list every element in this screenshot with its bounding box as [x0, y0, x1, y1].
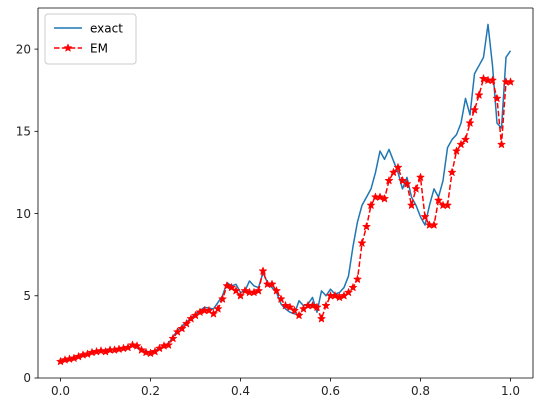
- series-marker-em: [348, 282, 358, 292]
- y-axis: 0 5 10 15 20: [16, 42, 38, 385]
- series-marker-em: [267, 279, 277, 289]
- series-marker-em: [96, 345, 106, 355]
- series-marker-em: [231, 285, 241, 295]
- series-marker-em: [330, 290, 340, 300]
- series-marker-em: [505, 77, 516, 86]
- series-marker-em: [415, 172, 426, 182]
- series-marker-em: [406, 200, 417, 210]
- series-marker-em: [474, 90, 484, 100]
- series-marker-em: [235, 290, 246, 300]
- series-marker-em: [384, 175, 394, 185]
- series-marker-em: [127, 340, 138, 350]
- series-marker-em: [361, 221, 372, 231]
- series-marker-em: [132, 341, 142, 350]
- series-marker-em: [307, 300, 318, 310]
- series-marker-em: [357, 238, 367, 248]
- series-marker-em: [294, 310, 304, 320]
- series-marker-em: [343, 287, 354, 297]
- y-tick-label: 10: [16, 207, 31, 221]
- series-marker-em: [402, 179, 412, 188]
- x-tick-label: 0.6: [321, 384, 340, 398]
- y-tick-label: 15: [16, 125, 31, 139]
- series-marker-em: [366, 200, 376, 210]
- y-tick-label: 0: [23, 371, 31, 385]
- x-tick-label: 0.2: [141, 384, 160, 398]
- series-marker-em: [258, 266, 268, 276]
- series-marker-em: [465, 118, 475, 128]
- series-marker-em: [456, 139, 466, 149]
- x-tick-label: 0.0: [51, 384, 70, 398]
- series-marker-em: [379, 193, 390, 203]
- y-tick-label: 5: [23, 289, 31, 303]
- series-marker-em: [240, 285, 250, 295]
- series-marker-em: [136, 345, 147, 355]
- series-marker-em: [388, 167, 399, 177]
- series-marker-em: [217, 294, 228, 304]
- series-marker-em: [316, 313, 327, 323]
- series-marker-em: [429, 220, 439, 230]
- series-marker-em: [289, 305, 300, 315]
- series-marker-em: [321, 300, 331, 310]
- series-marker-em: [469, 105, 480, 114]
- series-marker-em: [312, 302, 322, 312]
- series-marker-em: [447, 167, 457, 177]
- series-marker-em: [492, 93, 502, 103]
- series-marker-em: [433, 195, 444, 205]
- legend-label-exact: exact: [90, 21, 123, 35]
- plot-background: [38, 8, 533, 378]
- x-tick-label: 1.0: [501, 384, 520, 398]
- series-marker-em: [442, 200, 453, 210]
- series-marker-em: [208, 308, 219, 318]
- series-marker-em: [276, 294, 286, 304]
- plot-area: [37, 7, 534, 379]
- legend: exact EM: [44, 13, 137, 65]
- legend-marker-em: [63, 43, 73, 52]
- series-marker-em: [222, 281, 232, 290]
- series-marker-em: [163, 340, 174, 350]
- series-marker-em: [280, 300, 291, 310]
- x-axis: 0.0 0.2 0.4 0.6 0.8 1.0: [51, 378, 520, 398]
- series-marker-em: [168, 333, 178, 343]
- legend-box: [44, 13, 137, 65]
- series-marker-em: [253, 285, 264, 295]
- series-marker-em: [411, 183, 421, 193]
- series-marker-em: [487, 75, 498, 85]
- series-marker-em: [451, 146, 462, 156]
- series-marker-em: [181, 318, 192, 328]
- series-marker-em: [420, 211, 430, 221]
- series-marker-em: [177, 323, 187, 333]
- series-line-exact: [60, 23, 512, 363]
- series-marker-em: [352, 274, 363, 284]
- legend-label-em: EM: [90, 41, 108, 55]
- series-marker-em: [496, 139, 507, 149]
- series-marker-em: [271, 285, 282, 295]
- x-tick-label: 0.4: [231, 384, 250, 398]
- series-marker-em: [460, 134, 471, 144]
- y-tick-label: 20: [16, 42, 31, 56]
- series-marker-em: [393, 162, 403, 172]
- series-marker-em: [375, 192, 385, 202]
- series-marker-em: [141, 347, 151, 357]
- series-marker-em: [213, 304, 223, 313]
- x-tick-label: 0.8: [411, 384, 430, 398]
- series-marker-em: [478, 73, 489, 83]
